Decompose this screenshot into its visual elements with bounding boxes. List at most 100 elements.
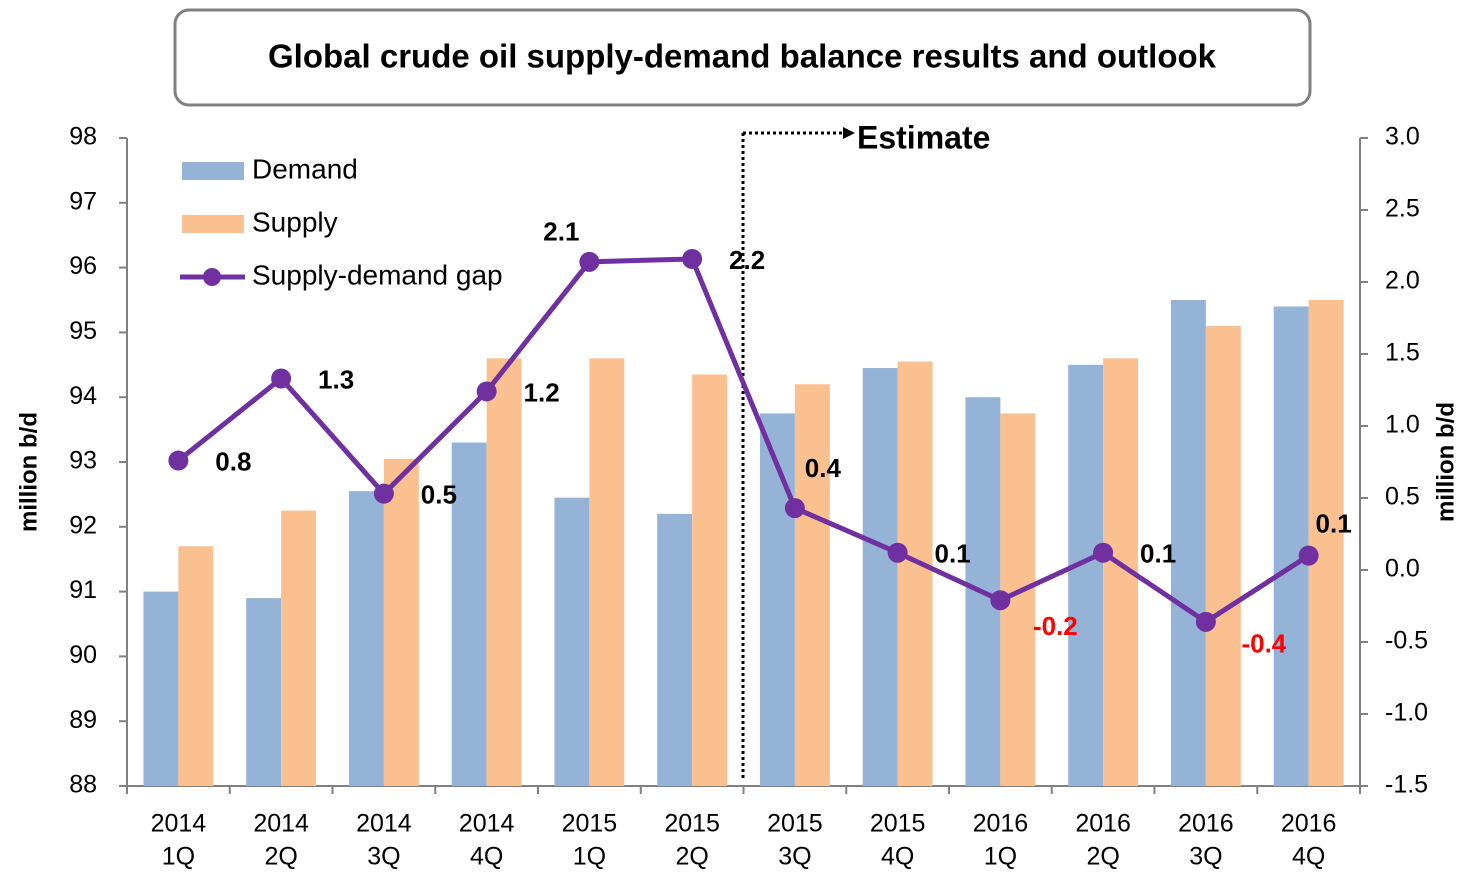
line-marker <box>271 368 292 389</box>
y-tick-label: 95 <box>69 317 97 345</box>
y2-tick-label: 1.0 <box>1385 411 1420 439</box>
line-marker <box>476 381 497 402</box>
bar <box>1205 325 1241 786</box>
legend-label: Supply <box>252 206 338 237</box>
x-tick-label: 2015 <box>664 810 720 838</box>
y2-tick-label: 0.0 <box>1385 555 1420 583</box>
bar <box>692 374 728 786</box>
y-axis-label: million b/d <box>15 412 42 532</box>
data-label: 0.1 <box>935 539 971 569</box>
y-tick-label: 96 <box>69 252 97 280</box>
y-tick-label: 91 <box>69 576 97 604</box>
bar <box>589 358 625 786</box>
legend-swatch <box>203 268 221 286</box>
y-tick-label: 90 <box>69 641 97 669</box>
y2-tick-label: 3.0 <box>1385 123 1420 151</box>
estimate-arrowhead <box>843 127 855 139</box>
annotation: Estimate <box>857 119 990 155</box>
x-tick-label: 1Q <box>162 843 195 871</box>
line-marker <box>168 450 189 471</box>
y-tick-label: 93 <box>69 447 97 475</box>
title-box <box>173 8 1312 107</box>
x-tick-label: 2014 <box>151 810 207 838</box>
y2-tick-label: -0.5 <box>1385 627 1428 655</box>
y2-tick-label: 2.0 <box>1385 267 1420 295</box>
bar <box>383 458 419 786</box>
data-label: -0.4 <box>1241 629 1286 659</box>
line-marker <box>1298 545 1319 566</box>
data-label: -0.2 <box>1033 611 1078 641</box>
x-tick-label: 4Q <box>881 843 914 871</box>
x-tick-label: 1Q <box>573 843 606 871</box>
bar <box>451 442 487 786</box>
bar <box>178 546 214 786</box>
chart-title: Global crude oil supply-demand balance r… <box>268 38 1217 75</box>
y-tick-label: 98 <box>69 123 97 151</box>
line-marker <box>990 590 1011 611</box>
data-label: 0.1 <box>1316 508 1352 538</box>
data-label: 2.2 <box>729 245 765 275</box>
x-tick-label: 2Q <box>1086 843 1119 871</box>
bar <box>1273 306 1309 786</box>
line-marker <box>373 483 394 504</box>
x-tick-label: 4Q <box>470 843 503 871</box>
x-tick-label: 3Q <box>367 843 400 871</box>
data-label: 0.1 <box>1140 539 1176 569</box>
bar <box>862 368 898 786</box>
y2-tick-label: -1.0 <box>1385 699 1428 727</box>
x-tick-label: 1Q <box>984 843 1017 871</box>
line-marker <box>784 498 805 519</box>
x-tick-label: 2014 <box>356 810 412 838</box>
x-tick-label: 2016 <box>1178 810 1234 838</box>
y-tick-label: 92 <box>69 511 97 539</box>
bar <box>554 497 590 786</box>
bar <box>281 510 317 786</box>
data-label: 0.8 <box>215 446 251 476</box>
x-tick-label: 2016 <box>1075 810 1131 838</box>
y2-tick-label: 0.5 <box>1385 483 1420 511</box>
y-tick-label: 97 <box>69 187 97 215</box>
x-tick-label: 2014 <box>459 810 515 838</box>
line-marker <box>682 248 703 269</box>
x-tick-label: 2016 <box>1281 810 1337 838</box>
bar <box>897 361 933 786</box>
bar <box>759 413 795 786</box>
line-marker <box>1195 611 1216 632</box>
legend-label: Supply-demand gap <box>252 259 503 290</box>
x-tick-label: 3Q <box>778 843 811 871</box>
x-tick-label: 2016 <box>973 810 1029 838</box>
line <box>176 256 1310 625</box>
data-label: 0.4 <box>805 453 842 483</box>
line-marker <box>579 251 600 272</box>
x-tick-label: 3Q <box>1189 843 1222 871</box>
legend-label: Demand <box>252 153 358 184</box>
data-label: 1.3 <box>318 364 354 394</box>
legend-swatch <box>182 162 244 180</box>
x-tick-label: 2015 <box>767 810 823 838</box>
bar <box>1308 300 1344 786</box>
legend-swatch <box>182 215 244 233</box>
bar <box>794 384 830 786</box>
x-tick-label: 2015 <box>562 810 618 838</box>
y2-tick-label: -1.5 <box>1385 771 1428 799</box>
line-marker <box>1093 542 1114 563</box>
line-marker <box>887 542 908 563</box>
x-tick-label: 2014 <box>253 810 309 838</box>
y2-tick-label: 1.5 <box>1385 339 1420 367</box>
bar <box>486 358 522 786</box>
y2-tick-label: 2.5 <box>1385 195 1420 223</box>
y-tick-label: 94 <box>69 382 97 410</box>
x-tick-label: 2Q <box>675 843 708 871</box>
y-tick-label: 89 <box>69 706 97 734</box>
y-tick-label: 88 <box>69 771 97 799</box>
bar <box>143 591 179 786</box>
bar <box>1068 364 1104 786</box>
data-label: 0.5 <box>421 480 457 510</box>
data-label: 1.2 <box>524 377 560 407</box>
bar <box>348 491 384 786</box>
bar <box>1170 300 1206 786</box>
x-tick-label: 4Q <box>1292 843 1325 871</box>
bar <box>657 513 693 786</box>
bar <box>246 598 282 786</box>
